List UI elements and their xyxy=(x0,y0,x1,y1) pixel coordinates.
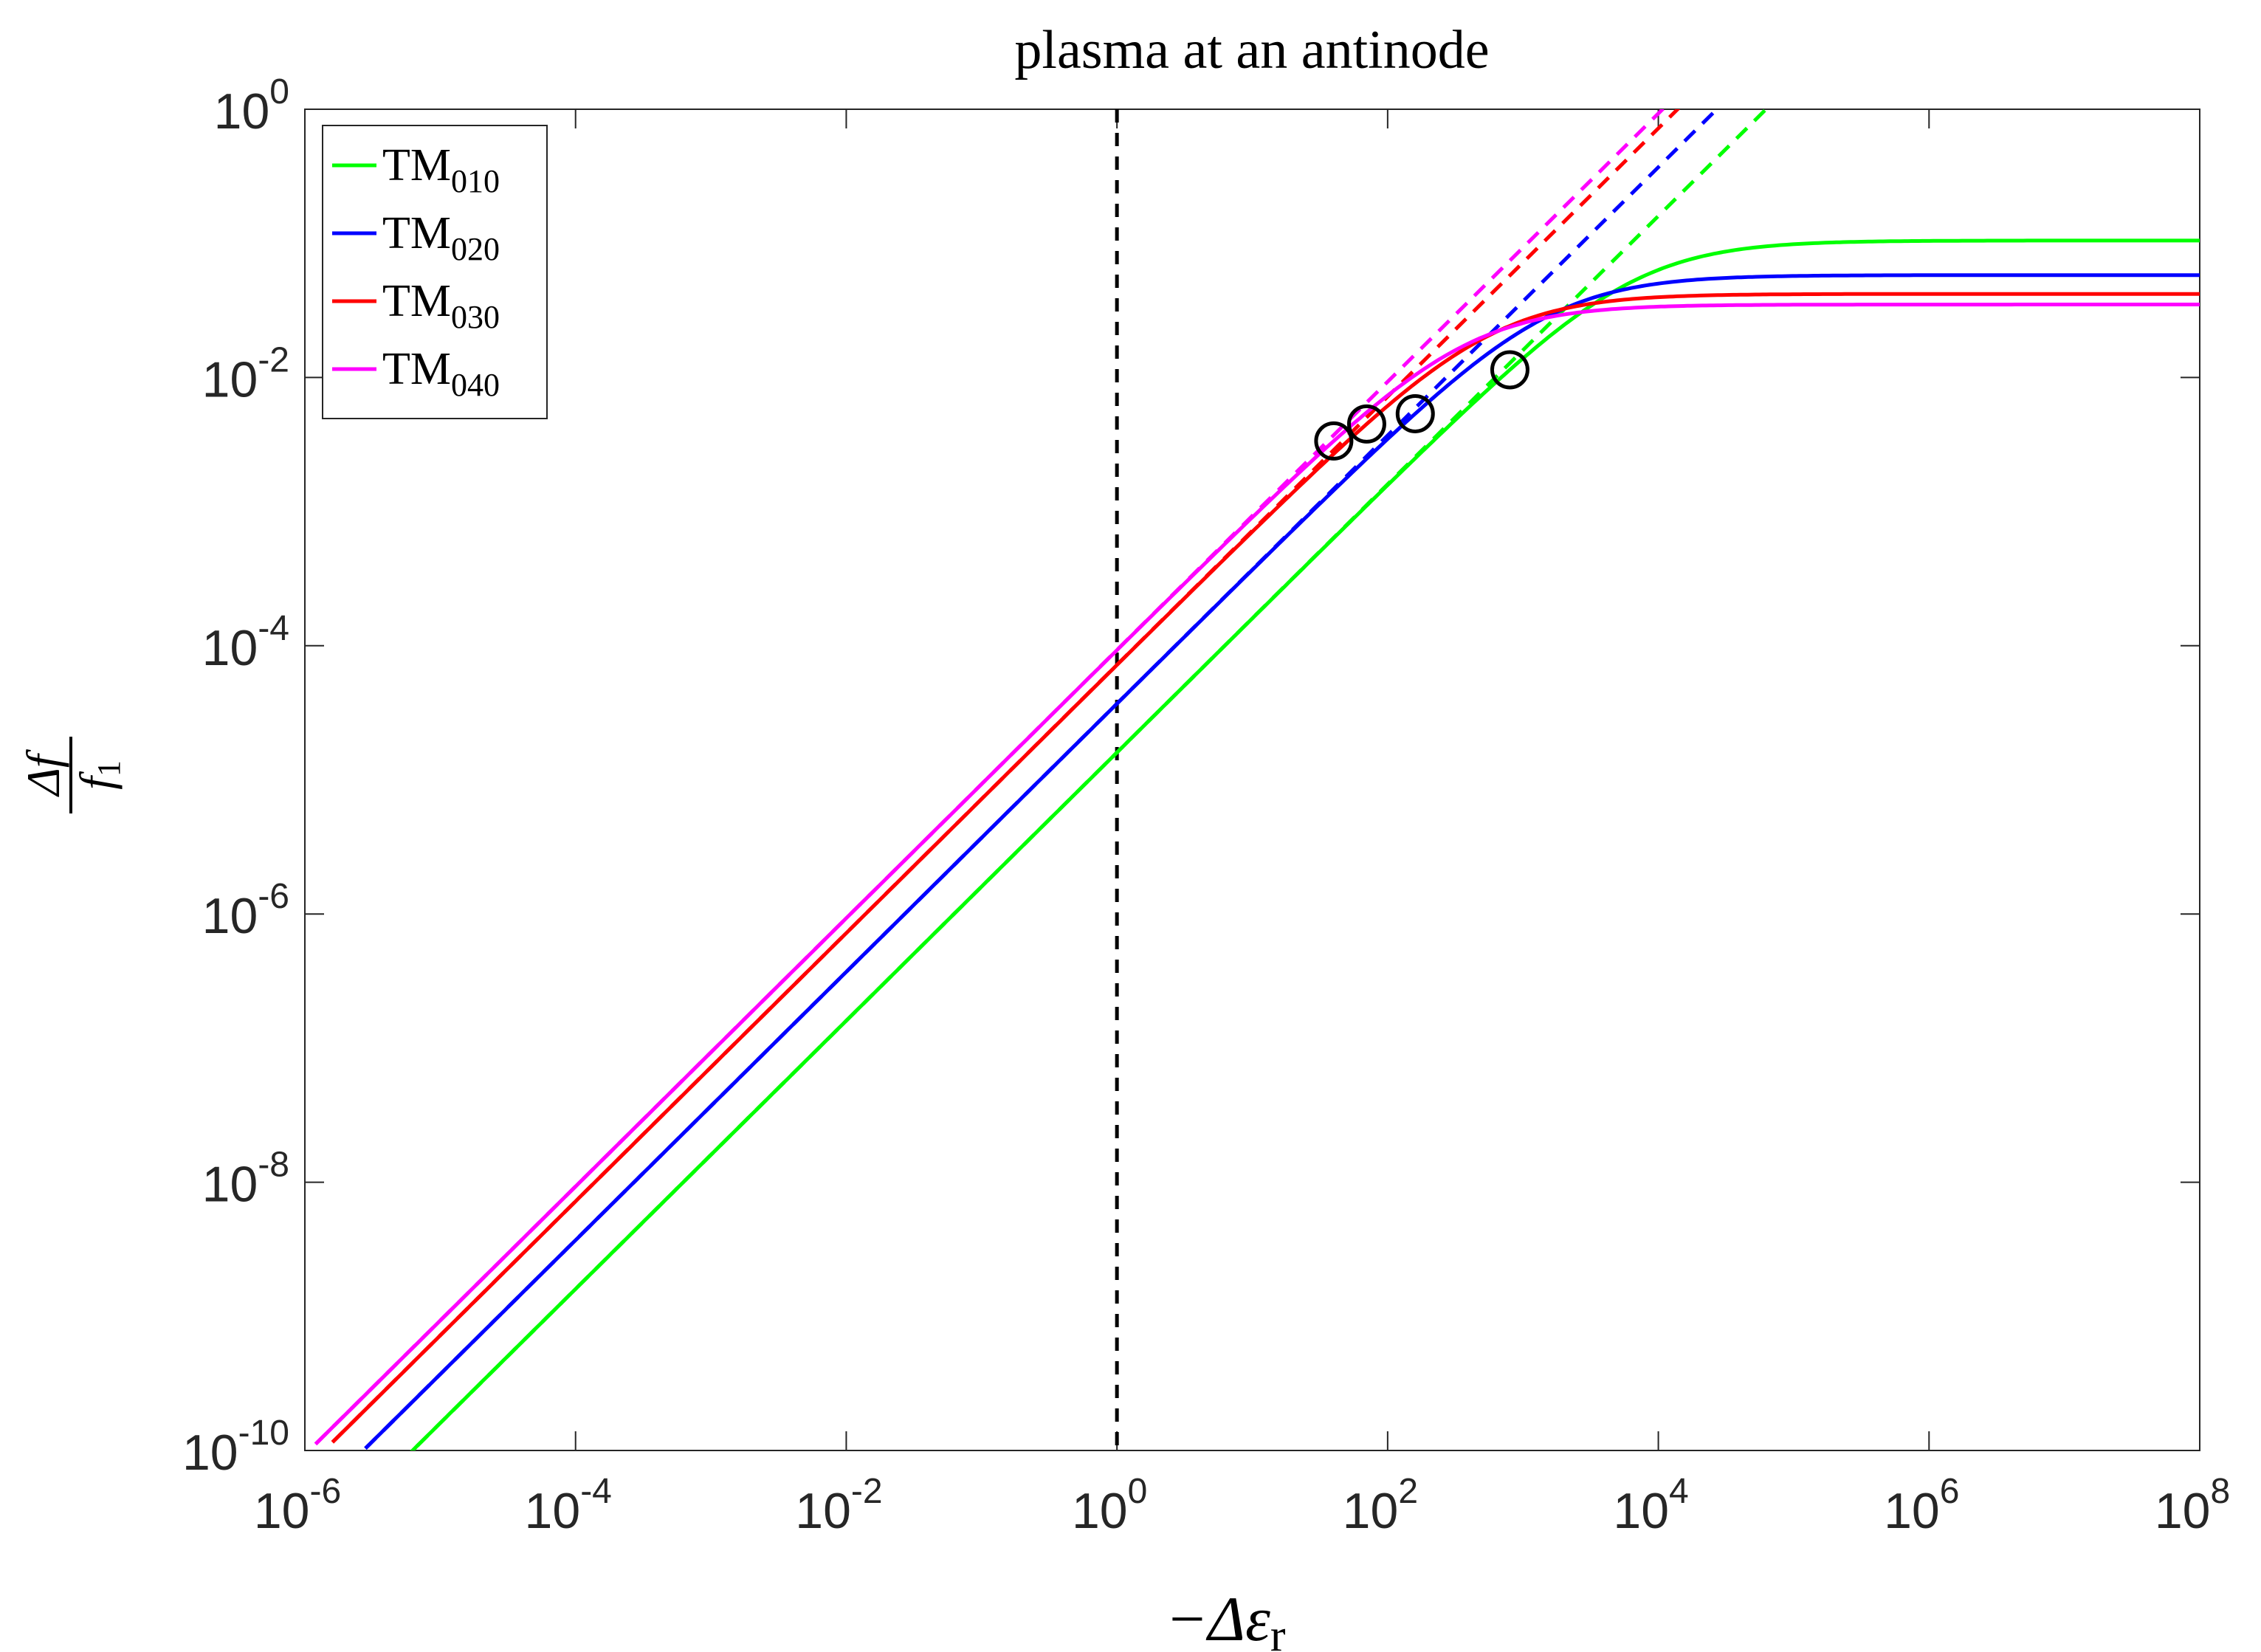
y-axis-label-den-sub: 1 xyxy=(91,760,127,777)
legend-label-tm010: TM010 xyxy=(382,140,500,199)
y-tick-exponent: -8 xyxy=(258,1146,289,1185)
x-tick-label: 10-4 xyxy=(525,1472,612,1539)
series-line-tm030 xyxy=(331,292,2200,1444)
x-tick-exponent: -6 xyxy=(309,1472,341,1511)
x-tick-exponent: 0 xyxy=(1128,1472,1148,1511)
y-tick-base: 10 xyxy=(202,620,258,676)
x-tick-label: 106 xyxy=(1884,1472,1959,1539)
y-axis-label-denominator: f1 xyxy=(70,760,127,790)
x-tick-exponent: -4 xyxy=(580,1472,612,1511)
legend-label-main: TM xyxy=(382,208,451,258)
x-tick-label: 10-6 xyxy=(254,1472,341,1539)
x-tick-base: 10 xyxy=(795,1483,851,1539)
x-tick-base: 10 xyxy=(1613,1483,1669,1539)
legend-label-main: TM xyxy=(382,276,451,326)
transition-marker-tm030 xyxy=(1346,404,1386,444)
legend-label-main: TM xyxy=(382,344,451,394)
series-line-tm040 xyxy=(314,303,2200,1446)
x-tick-label: 104 xyxy=(1613,1472,1688,1539)
y-tick-exponent: -4 xyxy=(258,609,289,648)
y-axis-label: Δf f1 xyxy=(17,737,127,813)
y-tick-base: 10 xyxy=(202,888,258,944)
y-tick-base: 10 xyxy=(182,1425,238,1481)
x-tick-label: 10-2 xyxy=(795,1472,882,1539)
y-tick-base: 10 xyxy=(202,351,258,407)
y-tick-label: 10-6 xyxy=(202,877,289,944)
legend-label-tm020: TM020 xyxy=(382,208,500,267)
x-axis-label-main: −Δε xyxy=(1165,1583,1270,1652)
chart-title: plasma at an antinode xyxy=(1014,20,1489,80)
series-line-tm020 xyxy=(364,273,2200,1450)
x-tick-base: 10 xyxy=(254,1483,310,1539)
y-tick-base: 10 xyxy=(202,1157,258,1213)
y-tick-exponent: 0 xyxy=(269,72,289,111)
x-tick-label: 100 xyxy=(1072,1472,1147,1539)
dashed-line-tm010 xyxy=(410,109,1769,1450)
y-tick-label: 10-4 xyxy=(202,609,289,676)
x-tick-exponent: 2 xyxy=(1398,1472,1418,1511)
x-tick-base: 10 xyxy=(1072,1483,1128,1539)
legend-label-tm040: TM040 xyxy=(382,344,500,403)
legend-label-sub: 020 xyxy=(451,231,500,267)
x-tick-exponent: -2 xyxy=(851,1472,883,1511)
legend-label-tm030: TM030 xyxy=(382,276,500,335)
series-lines xyxy=(314,238,2200,1450)
x-tick-label: 108 xyxy=(2155,1472,2230,1539)
x-axis-ticks: 10-6 10-4 10-2 100 102 104 106 108 xyxy=(254,109,2230,1539)
series-line-tm010 xyxy=(410,238,2200,1450)
x-axis-label: −Δεr xyxy=(1165,1583,1285,1652)
x-tick-base: 10 xyxy=(1343,1483,1399,1539)
x-tick-base: 10 xyxy=(2155,1483,2211,1539)
x-tick-exponent: 4 xyxy=(1669,1472,1689,1511)
y-tick-label: 100 xyxy=(214,72,289,140)
y-tick-exponent: -10 xyxy=(238,1414,289,1453)
legend-label-sub: 040 xyxy=(451,367,500,403)
x-tick-label: 102 xyxy=(1343,1472,1418,1539)
x-tick-base: 10 xyxy=(1884,1483,1940,1539)
y-tick-base: 10 xyxy=(214,83,270,140)
y-tick-label: 10-10 xyxy=(182,1414,289,1481)
x-tick-base: 10 xyxy=(525,1483,581,1539)
y-tick-label: 10-2 xyxy=(202,340,289,407)
transition-marker-tm020 xyxy=(1395,393,1435,433)
transition-markers xyxy=(1314,350,1529,461)
x-axis-label-sub: r xyxy=(1270,1611,1286,1652)
y-tick-label: 10-8 xyxy=(202,1146,289,1213)
legend-label-sub: 010 xyxy=(451,163,500,199)
y-tick-exponent: -6 xyxy=(258,877,289,916)
plot-area xyxy=(304,109,2200,1451)
legend-label-sub: 030 xyxy=(451,299,500,335)
x-tick-exponent: 8 xyxy=(2210,1472,2230,1511)
x-tick-exponent: 6 xyxy=(1940,1472,1960,1511)
y-tick-exponent: -2 xyxy=(258,340,289,379)
transition-marker-tm010 xyxy=(1490,350,1529,390)
y-axis-label-numerator: Δf xyxy=(17,748,69,798)
transition-marker-tm040 xyxy=(1314,421,1354,461)
legend-label-main: TM xyxy=(382,140,451,190)
